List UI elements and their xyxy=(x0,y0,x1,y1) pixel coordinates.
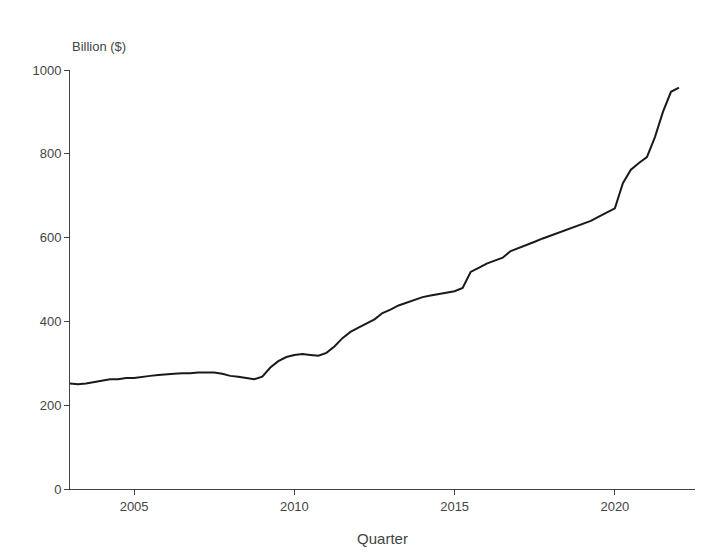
svg-text:600: 600 xyxy=(40,230,62,245)
svg-text:400: 400 xyxy=(40,314,62,329)
svg-text:Billion ($): Billion ($) xyxy=(72,39,126,54)
svg-text:800: 800 xyxy=(40,146,62,161)
svg-text:2020: 2020 xyxy=(600,499,629,514)
svg-text:Quarter: Quarter xyxy=(357,530,408,547)
svg-text:2010: 2010 xyxy=(280,499,309,514)
svg-text:2015: 2015 xyxy=(440,499,469,514)
svg-text:1000: 1000 xyxy=(32,63,61,78)
svg-text:2005: 2005 xyxy=(120,499,149,514)
svg-text:200: 200 xyxy=(40,398,62,413)
svg-text:0: 0 xyxy=(54,482,61,497)
